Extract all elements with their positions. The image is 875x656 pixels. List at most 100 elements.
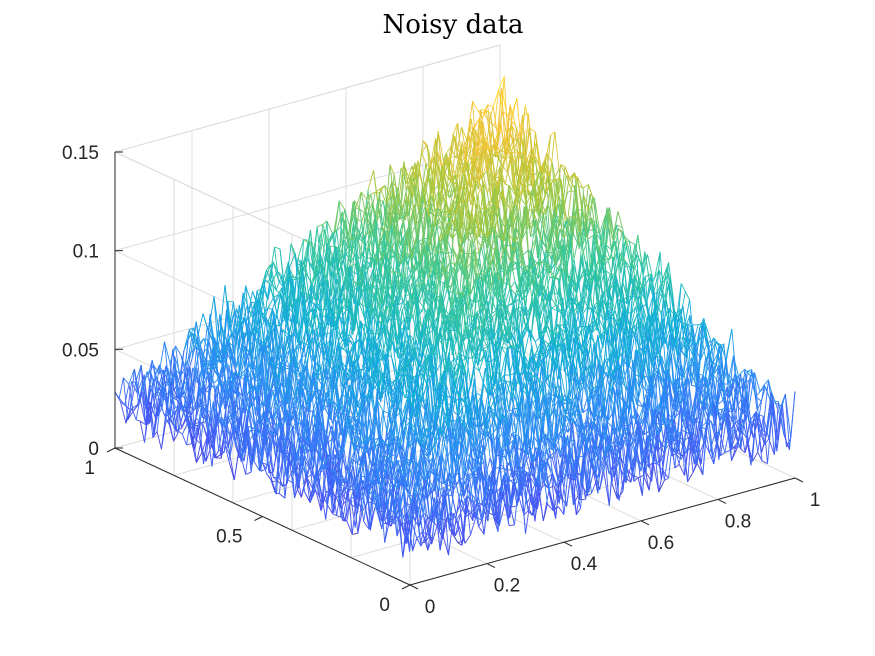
mesh-segment [279,248,285,288]
mesh-segment [177,385,183,434]
mesh-segment [360,191,368,200]
mesh-segment [127,408,133,421]
mesh-segment [131,381,138,393]
mesh-segment [548,131,556,187]
mesh-surface [114,76,796,558]
mesh-segment [170,370,176,383]
mesh-segment [209,364,216,372]
mesh-segment [444,180,452,193]
mesh-segment [447,181,453,193]
mesh-segment [158,364,165,375]
mesh-segment [367,202,374,212]
mesh-segment [461,127,468,141]
mesh-segment [265,316,272,333]
mesh-segment [493,185,499,215]
mesh-segment [197,359,205,384]
mesh-segment [174,356,181,375]
mesh-segment [389,203,396,210]
mesh-segment [480,145,485,149]
mesh-segment [192,368,199,384]
mesh-segment [187,380,194,410]
mesh-segment [246,302,252,321]
mesh-segment [423,178,430,194]
mesh-segment [505,183,510,187]
mesh-segment [227,301,233,338]
mesh-segment [283,261,289,288]
mesh-segment [177,430,183,435]
mesh-segment [486,110,491,114]
mesh-segment [312,247,319,271]
mesh-segment [481,110,487,119]
mesh-segment [358,368,364,371]
mesh-segment [178,397,184,413]
mesh-segment [370,191,376,195]
mesh-segment [274,293,282,322]
mesh-segment [449,157,456,176]
mesh-segment [344,239,352,281]
mesh-segment [202,372,209,388]
mesh-segment [256,306,263,364]
mesh-segment [259,316,266,342]
mesh-segment [308,240,314,248]
mesh-segment [364,235,370,292]
mesh-segment [392,187,398,214]
mesh-segment [360,191,366,214]
mesh-segment [452,133,460,163]
mesh-segment [405,190,412,201]
mesh-segment [478,119,483,122]
mesh-segment [125,409,131,424]
mesh-segment [173,407,180,428]
mesh-segment [617,211,623,228]
mesh-segment [467,156,475,185]
mesh-segment [221,325,228,342]
mesh-segment [215,367,222,381]
mesh-segment [318,224,324,262]
mesh-segment [468,156,475,201]
mesh-segment [472,120,479,129]
mesh-segment [319,234,327,255]
mesh-segment [297,239,305,259]
mesh-segment [529,128,535,193]
mesh-segment [518,138,525,174]
mesh-segment [141,390,147,425]
mesh-segment [152,398,159,438]
mesh-segment [157,369,164,392]
mesh-segment [152,431,158,438]
mesh-segment [494,124,502,141]
mesh-segment [341,265,347,311]
mesh-segment [344,219,350,249]
mesh-segment [329,246,335,298]
mesh-segment [522,152,528,160]
mesh-segment [186,333,193,367]
mesh-segment [475,137,483,155]
mesh-segment [404,167,412,183]
box-edge [114,151,411,290]
mesh-segment [492,89,500,107]
mesh-segment [280,293,286,304]
mesh-segment [408,204,415,227]
mesh-segment [382,200,388,233]
mesh-segment [230,328,236,335]
mesh-segment [228,301,234,329]
mesh-segment [233,452,239,480]
mesh-segment [430,138,437,193]
mesh-segment [347,201,354,241]
mesh-segment [153,364,160,380]
mesh-segment [554,131,560,170]
mesh-segment [270,264,276,305]
mesh-segment [446,176,452,183]
mesh-segment [482,173,488,194]
mesh-segment [426,144,434,176]
mesh-segment [118,377,124,399]
mesh-segment [350,234,357,241]
mesh-segment [337,253,343,266]
mesh-segment [176,385,183,410]
mesh-segment [374,188,381,193]
mesh-segment [166,381,173,393]
mesh-segment [199,344,207,363]
mesh-segment [501,87,508,116]
mesh-segment [168,356,176,416]
mesh-segment [498,138,505,152]
mesh-segment [309,293,316,301]
mesh-segment [465,152,472,161]
